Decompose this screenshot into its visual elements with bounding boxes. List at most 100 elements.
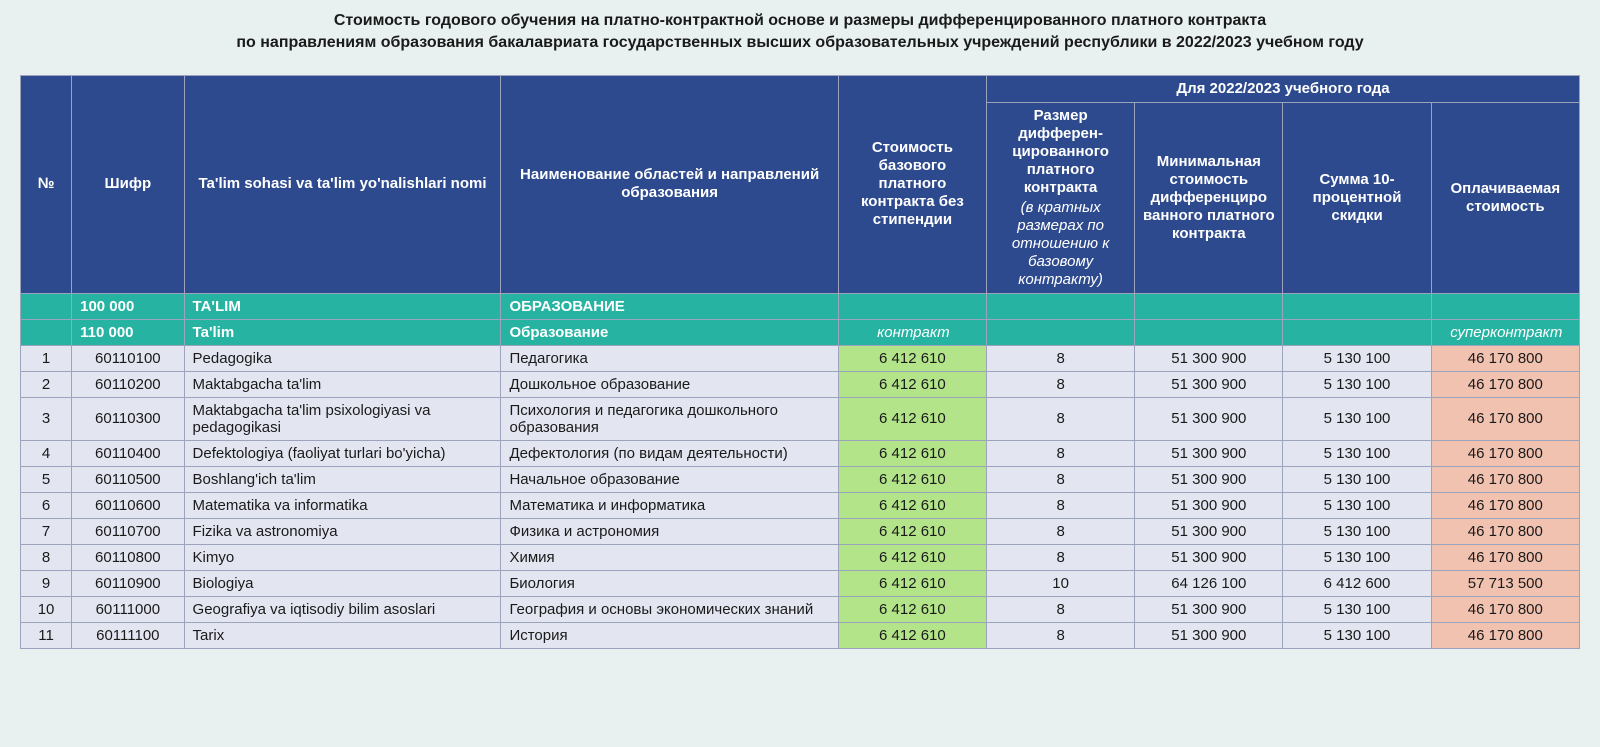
- row-mult: 8: [987, 544, 1135, 570]
- row-mult: 8: [987, 622, 1135, 648]
- row-disc: 5 130 100: [1283, 397, 1431, 440]
- row-cipher: 60110900: [72, 570, 184, 596]
- row-ru: Дефектология (по видам деятельности): [501, 440, 838, 466]
- row-min: 51 300 900: [1135, 544, 1283, 570]
- row-min: 51 300 900: [1135, 345, 1283, 371]
- row-disc: 5 130 100: [1283, 492, 1431, 518]
- row-num: 6: [21, 492, 72, 518]
- row-pay: 46 170 800: [1431, 345, 1579, 371]
- header-uz: Ta'lim sohasi va ta'lim yo'nalishlari no…: [184, 75, 501, 293]
- row-uz: Tarix: [184, 622, 501, 648]
- row-base: 6 412 610: [838, 466, 986, 492]
- section-cipher: 100 000: [72, 293, 184, 319]
- row-num: 11: [21, 622, 72, 648]
- row-base: 6 412 610: [838, 544, 986, 570]
- row-min: 51 300 900: [1135, 492, 1283, 518]
- row-base: 6 412 610: [838, 596, 986, 622]
- row-mult: 8: [987, 345, 1135, 371]
- row-min: 51 300 900: [1135, 397, 1283, 440]
- row-uz: Kimyo: [184, 544, 501, 570]
- row-min: 64 126 100: [1135, 570, 1283, 596]
- header-mult-sub: (в кратных размерах по отношению к базов…: [993, 199, 1128, 289]
- table-row: 660110600 Matematika va informatikaМатем…: [21, 492, 1580, 518]
- row-disc: 5 130 100: [1283, 544, 1431, 570]
- section-empty: [987, 293, 1135, 319]
- row-base: 6 412 610: [838, 371, 986, 397]
- header-year-group: Для 2022/2023 учебного года: [987, 75, 1580, 102]
- row-disc: 5 130 100: [1283, 466, 1431, 492]
- row-mult: 8: [987, 466, 1135, 492]
- row-mult: 8: [987, 518, 1135, 544]
- row-base: 6 412 610: [838, 518, 986, 544]
- row-num: 2: [21, 371, 72, 397]
- subsection-empty: [987, 319, 1135, 345]
- row-num: 5: [21, 466, 72, 492]
- section-uz: TA'LIM: [184, 293, 501, 319]
- row-cipher: 60110400: [72, 440, 184, 466]
- table-row: 460110400 Defektologiya (faoliyat turlar…: [21, 440, 1580, 466]
- row-ru: Дошкольное образование: [501, 371, 838, 397]
- row-uz: Biologiya: [184, 570, 501, 596]
- subsection-ru: Образование: [501, 319, 838, 345]
- section-empty: [21, 293, 72, 319]
- section-empty: [838, 293, 986, 319]
- subsection-empty: [1283, 319, 1431, 345]
- section-empty: [1135, 293, 1283, 319]
- row-pay: 46 170 800: [1431, 466, 1579, 492]
- row-uz: Fizika va astronomiya: [184, 518, 501, 544]
- subsection-pay-label: суперконтракт: [1431, 319, 1579, 345]
- row-base: 6 412 610: [838, 492, 986, 518]
- row-base: 6 412 610: [838, 397, 986, 440]
- row-mult: 8: [987, 371, 1135, 397]
- row-min: 51 300 900: [1135, 371, 1283, 397]
- row-pay: 46 170 800: [1431, 622, 1579, 648]
- section-ru: ОБРАЗОВАНИЕ: [501, 293, 838, 319]
- row-disc: 5 130 100: [1283, 371, 1431, 397]
- row-pay: 46 170 800: [1431, 518, 1579, 544]
- row-mult: 8: [987, 492, 1135, 518]
- row-mult: 8: [987, 440, 1135, 466]
- row-pay: 46 170 800: [1431, 544, 1579, 570]
- row-ru: Химия: [501, 544, 838, 570]
- table-row: 1060111000 Geografiya va iqtisodiy bilim…: [21, 596, 1580, 622]
- row-ru: Математика и информатика: [501, 492, 838, 518]
- row-base: 6 412 610: [838, 440, 986, 466]
- row-cipher: 60110100: [72, 345, 184, 371]
- subsection-base-label: контракт: [838, 319, 986, 345]
- row-cipher: 60110800: [72, 544, 184, 570]
- row-disc: 5 130 100: [1283, 596, 1431, 622]
- row-pay: 46 170 800: [1431, 492, 1579, 518]
- table-body: 100 000 TA'LIM ОБРАЗОВАНИЕ 110 000 Ta'li…: [21, 293, 1580, 648]
- row-disc: 5 130 100: [1283, 440, 1431, 466]
- row-min: 51 300 900: [1135, 622, 1283, 648]
- header-disc: Сумма 10-процентной скидки: [1283, 102, 1431, 293]
- row-ru: География и основы экономических знаний: [501, 596, 838, 622]
- row-base: 6 412 610: [838, 570, 986, 596]
- row-pay: 46 170 800: [1431, 371, 1579, 397]
- row-pay: 46 170 800: [1431, 397, 1579, 440]
- row-cipher: 60110600: [72, 492, 184, 518]
- table-row: 760110700 Fizika va astronomiyaФизика и …: [21, 518, 1580, 544]
- row-uz: Defektologiya (faoliyat turlari bo'yicha…: [184, 440, 501, 466]
- table-row: 960110900 BiologiyaБиология6 412 6101064…: [21, 570, 1580, 596]
- row-pay: 46 170 800: [1431, 440, 1579, 466]
- row-pay: 57 713 500: [1431, 570, 1579, 596]
- table-row: 560110500 Boshlang'ich ta'limНачальное о…: [21, 466, 1580, 492]
- row-min: 51 300 900: [1135, 596, 1283, 622]
- row-mult: 8: [987, 596, 1135, 622]
- subsection-uz: Ta'lim: [184, 319, 501, 345]
- row-ru: Биология: [501, 570, 838, 596]
- row-cipher: 60110200: [72, 371, 184, 397]
- row-cipher: 60111000: [72, 596, 184, 622]
- row-uz: Geografiya va iqtisodiy bilim asoslari: [184, 596, 501, 622]
- row-min: 51 300 900: [1135, 466, 1283, 492]
- subsection-empty: [21, 319, 72, 345]
- table-row: 160110100 PedagogikaПедагогика6 412 6108…: [21, 345, 1580, 371]
- row-cipher: 60110500: [72, 466, 184, 492]
- row-ru: Педагогика: [501, 345, 838, 371]
- row-num: 8: [21, 544, 72, 570]
- header-min: Минимальная стоимость дифференциро ванно…: [1135, 102, 1283, 293]
- row-uz: Maktabgacha ta'lim psixologiyasi va peda…: [184, 397, 501, 440]
- row-ru: Физика и астрономия: [501, 518, 838, 544]
- header-pay: Оплачиваемая стоимость: [1431, 102, 1579, 293]
